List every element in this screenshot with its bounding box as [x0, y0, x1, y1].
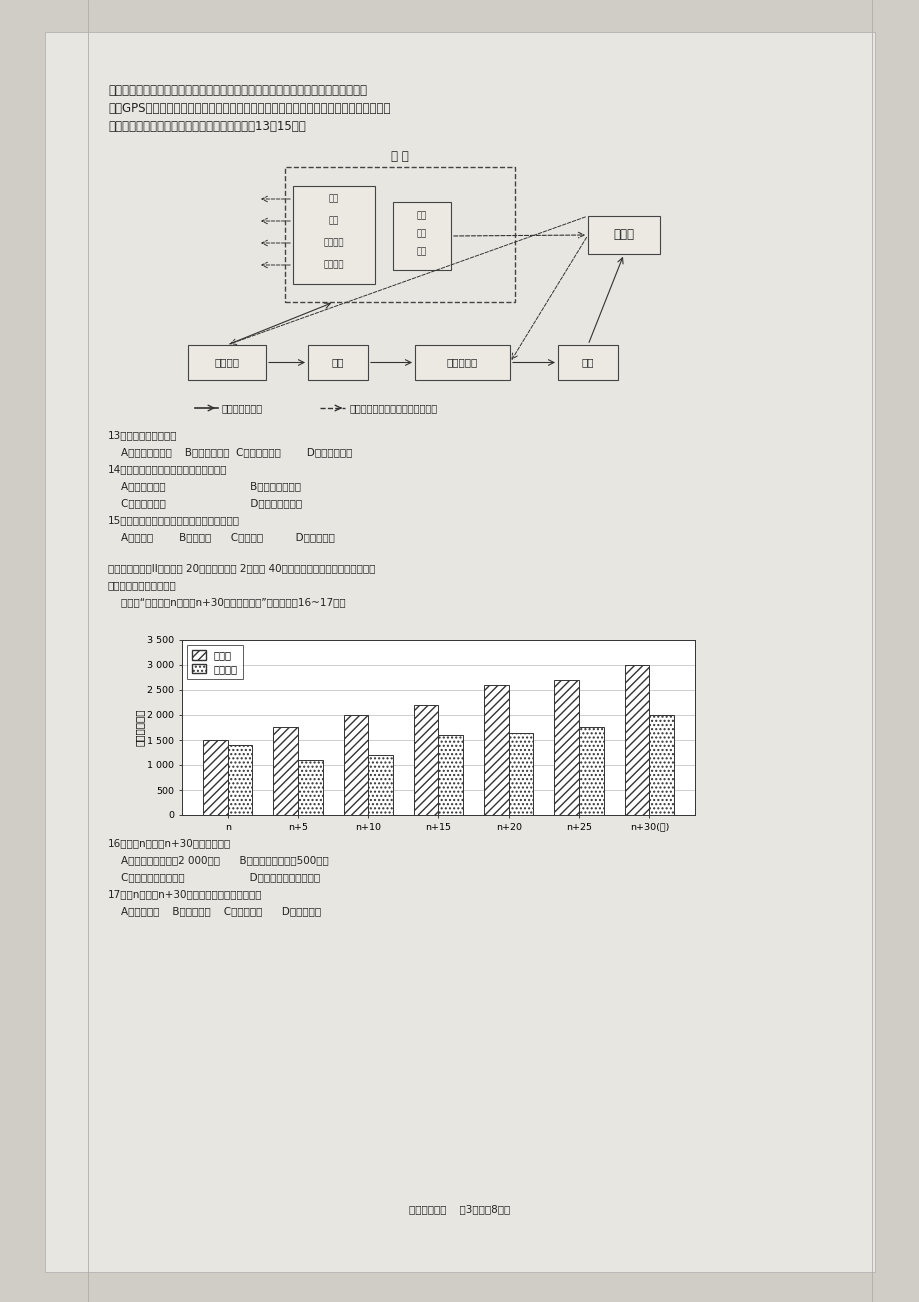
Bar [624, 665, 649, 815]
Bar [578, 728, 603, 815]
Text: C．总人口增长了两倍                    D．乡村人口增长了两倍: C．总人口增长了两倍 D．乡村人口增长了两倍 [108, 872, 320, 881]
Bar [554, 680, 578, 815]
Text: 13．图中生产企业属于: 13．图中生产企业属于 [108, 430, 177, 440]
Text: 上海的王先生登录了总部位于北京的某交通导航设备公司网站，为自己的爱车订购了: 上海的王先生登录了总部位于北京的某交通导航设备公司网站，为自己的爱车订购了 [108, 85, 367, 98]
Bar [273, 728, 298, 815]
Bar [508, 733, 533, 815]
Text: 设计: 设计 [328, 194, 339, 203]
Bar [344, 715, 368, 815]
Bar [203, 740, 227, 815]
Text: 市场销售: 市场销售 [323, 238, 344, 247]
Bar [558, 345, 618, 380]
Bar [649, 715, 674, 815]
Text: 采购: 采购 [328, 216, 339, 225]
Bar [308, 345, 368, 380]
Bar [483, 685, 508, 815]
Text: A．劳动力指向型    B．技术指向型  C．原料指向型        D．市场指向型: A．劳动力指向型 B．技术指向型 C．原料指向型 D．市场指向型 [108, 447, 352, 457]
Text: A．效率高        B．成本低      C．风险小          D．结算简便: A．效率高 B．成本低 C．风险小 D．结算简便 [108, 533, 335, 542]
Text: 14．图中显示该公司产品销售主要是依靠: 14．图中显示该公司产品销售主要是依靠 [108, 464, 227, 474]
Text: 一套GPS导航设备，两天后在家收到了货。下图为该公司基于互联网条件下的生产组织、: 一套GPS导航设备，两天后在家收到了货。下图为该公司基于互联网条件下的生产组织、 [108, 102, 390, 115]
Text: 中心: 中心 [416, 247, 426, 256]
Bar [187, 345, 266, 380]
Text: A．乡村零售店                          B．大型便民超市: A．乡村零售店 B．大型便民超市 [108, 480, 301, 491]
Bar [292, 186, 375, 284]
Text: 收购: 收购 [332, 358, 344, 367]
Text: 只有一项符合题目要求。: 只有一项符合题目要求。 [108, 579, 176, 590]
Text: 销售: 销售 [581, 358, 594, 367]
Bar [285, 167, 515, 302]
Text: 总 部: 总 部 [391, 150, 408, 163]
Bar [227, 745, 252, 815]
Text: 高一理科地理    第3页（兲8页）: 高一理科地理 第3页（兲8页） [409, 1204, 510, 1213]
Text: 二、单项选择题II：本大题 20小题，每小题 2分，共 40分。在每小题给出的四个选项中，: 二、单项选择题II：本大题 20小题，每小题 2分，共 40分。在每小题给出的四… [108, 562, 375, 573]
Text: A．乡村人口增加了2 000万人      B．城市人口增加了500万人: A．乡村人口增加了2 000万人 B．城市人口增加了500万人 [108, 855, 328, 865]
Bar [587, 216, 659, 254]
Text: 储存、调运: 储存、调运 [447, 358, 478, 367]
Bar [414, 345, 509, 380]
Legend: 总人口, 乡村人口: 总人口, 乡村人口 [187, 644, 243, 678]
Text: 下图是“某地区第n年到第n+30年人口增长图”，读图回筄16~17题。: 下图是“某地区第n年到第n+30年人口增长图”，读图回筄16~17题。 [108, 598, 346, 607]
Text: 配送: 配送 [416, 229, 426, 238]
Text: 网站: 网站 [416, 211, 426, 220]
Text: 17．第n年和第n+30年相比，该地区城市化水平: 17．第n年和第n+30年相比，该地区城市化水平 [108, 889, 262, 898]
Text: 生产企业: 生产企业 [214, 358, 239, 367]
Text: 15．与传统商业流通相比，网购的优点不包括: 15．与传统商业流通相比，网购的优点不包括 [108, 516, 240, 525]
Text: 16．从第n年到第n+30年间，该地区: 16．从第n年到第n+30年间，该地区 [108, 838, 231, 848]
Bar [438, 736, 462, 815]
Bar [368, 755, 392, 815]
Text: 经营网络与传统商业流通的示意图。据此完成第13～15题。: 经营网络与传统商业流通的示意图。据此完成第13～15题。 [108, 120, 305, 133]
Bar [414, 704, 438, 815]
Bar [392, 202, 450, 270]
Y-axis label: 人口（万人）: 人口（万人） [134, 708, 144, 746]
Text: 库存管理: 库存管理 [323, 260, 344, 270]
Text: 基于互联网条件下的物流、信息流: 基于互联网条件下的物流、信息流 [349, 404, 437, 413]
Bar [298, 760, 323, 815]
Text: 消费者: 消费者 [613, 228, 634, 241]
Text: C．代理销售商                          D．信息交流平台: C．代理销售商 D．信息交流平台 [108, 497, 301, 508]
Text: A．大幅提高    B．略有提高    C．没有变化      D．略有下降: A．大幅提高 B．略有提高 C．没有变化 D．略有下降 [108, 906, 321, 917]
Text: 传统的商业流通: 传统的商业流通 [221, 404, 263, 413]
